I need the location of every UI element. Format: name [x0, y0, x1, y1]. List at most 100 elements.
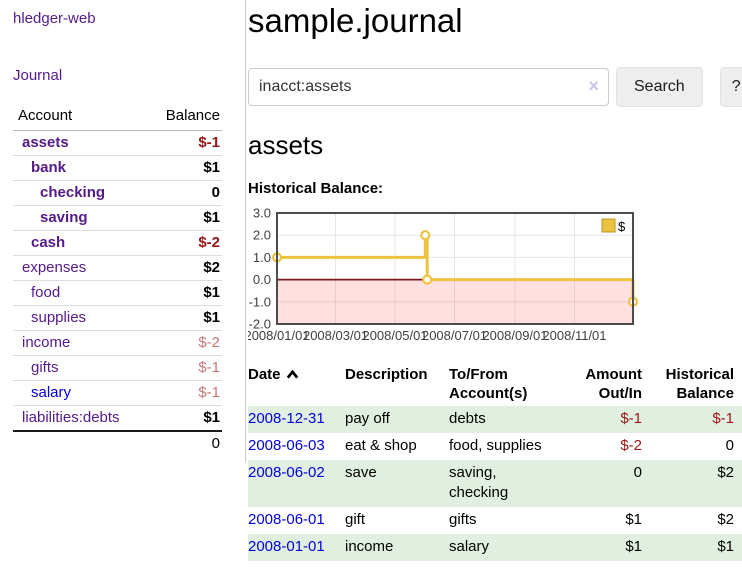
svg-text:2008/05/01: 2008/05/01	[362, 328, 427, 343]
sort-ascending-icon	[286, 369, 298, 379]
account-link[interactable]: supplies	[31, 309, 87, 326]
register-date-link[interactable]: 2008-12-31	[248, 410, 325, 427]
account-row: checking 0	[13, 180, 222, 206]
account-link[interactable]: bank	[31, 159, 67, 176]
account-link[interactable]: salary	[31, 384, 72, 401]
main-content: sample.journal × Search ? assets Histori…	[244, 0, 742, 561]
account-balance: $-1	[198, 359, 220, 376]
sidebar: hledger-web Journal Account Balance asse…	[0, 0, 246, 462]
svg-text:2008/01/01: 2008/01/01	[248, 328, 310, 343]
account-row: food $1	[13, 280, 222, 306]
account-link[interactable]: gifts	[31, 359, 59, 376]
account-balance: $1	[203, 309, 220, 326]
account-row: income $-2	[13, 330, 222, 356]
account-balance: $1	[203, 209, 220, 226]
chart-legend: $	[601, 218, 626, 234]
svg-text:2008/07/01: 2008/07/01	[422, 328, 487, 343]
search-row: × Search ?	[248, 67, 742, 107]
register-header-amount: Amount Out/In	[585, 366, 642, 402]
sidebar-item-journal[interactable]: Journal	[13, 67, 63, 84]
account-balance: $-1	[198, 384, 220, 401]
account-link[interactable]: cash	[31, 234, 66, 251]
register-date-link[interactable]: 2008-06-03	[248, 437, 325, 454]
account-row: cash $-2	[13, 230, 222, 256]
register-amount: $1	[625, 538, 642, 555]
account-balance: $1	[203, 284, 220, 301]
register-tofrom: salary	[449, 538, 490, 555]
historical-balance-chart: 3.0 2.0 1.0 0.0 -1.0 -2.0 2008/01/01 2008/03/01…	[244, 204, 742, 350]
account-row: liabilities:debts $1	[13, 405, 222, 432]
svg-text:2.0: 2.0	[253, 228, 271, 243]
account-balance: $1	[203, 409, 220, 426]
account-link[interactable]: assets	[22, 134, 69, 151]
accounts-total-row: 0	[13, 431, 222, 456]
register-description: income	[345, 538, 394, 555]
register-amount: $-2	[620, 437, 642, 454]
register-row: 2008-01-01 income salary $1 $1	[248, 534, 742, 561]
svg-text:2008/09/01: 2008/09/01	[482, 328, 547, 343]
register-header-date[interactable]: Date	[248, 363, 345, 406]
account-row: bank $1	[13, 155, 222, 181]
account-row: gifts $-1	[13, 355, 222, 381]
balance-chart-canvas: 3.0 2.0 1.0 0.0 -1.0 -2.02008/01/012008/03/01…	[244, 206, 639, 343]
accounts-header-balance: Balance	[146, 104, 222, 131]
account-link[interactable]: food	[31, 284, 61, 301]
register-balance: $2	[717, 511, 734, 528]
register-header-balance: Historical Balance	[665, 366, 734, 402]
register-tofrom: saving, checking	[449, 464, 509, 501]
register-amount: 0	[633, 464, 642, 481]
accounts-table-body: assets $-1 bank $1 checking 0 saving $1 cash $-2 e…	[13, 131, 222, 457]
register-date-link[interactable]: 2008-01-01	[248, 538, 325, 555]
register-date-link[interactable]: 2008-06-01	[248, 511, 325, 528]
register-description: eat & shop	[345, 437, 417, 454]
search-input[interactable]	[248, 68, 609, 106]
register-description: gift	[345, 511, 366, 528]
account-heading: assets	[248, 130, 324, 160]
account-row: supplies $1	[13, 305, 222, 331]
svg-text:$: $	[618, 219, 626, 234]
chart-title: Historical Balance:	[248, 180, 384, 197]
account-link[interactable]: saving	[40, 209, 88, 226]
account-balance: 0	[211, 184, 220, 201]
register-tofrom: gifts	[449, 511, 477, 528]
app-title-link[interactable]: hledger-web	[13, 10, 96, 27]
svg-text:2008/03/01: 2008/03/01	[303, 328, 368, 343]
account-row: assets $-1	[13, 131, 222, 156]
svg-text:3.0: 3.0	[253, 206, 271, 221]
account-link[interactable]: liabilities:debts	[22, 409, 120, 426]
account-link[interactable]: income	[22, 334, 71, 351]
register-row: 2008-06-02 save saving, checking 0 $2	[248, 460, 742, 507]
accounts-header-account: Account	[13, 104, 147, 131]
accounts-table: Account Balance assets $-1 bank $1 checking 0…	[13, 104, 222, 456]
page-title: sample.journal	[248, 2, 463, 39]
register-balance: 0	[725, 437, 734, 454]
accounts-total-balance: 0	[211, 435, 220, 452]
register-description: save	[345, 464, 377, 481]
register-row: 2008-06-03 eat & shop food, supplies $-2 0	[248, 433, 742, 460]
svg-text:1.0: 1.0	[253, 250, 271, 265]
register-header-tofrom: To/From Account(s)	[449, 366, 528, 402]
register-row: 2008-12-31 pay off debts $-1 $-1	[248, 406, 742, 433]
clear-search-icon[interactable]: ×	[588, 76, 599, 96]
help-button[interactable]: ?	[719, 67, 742, 107]
svg-text:-1.0: -1.0	[249, 294, 271, 309]
account-balance: $-2	[198, 334, 220, 351]
account-row: saving $1	[13, 205, 222, 231]
register-tofrom: debts	[449, 410, 486, 427]
svg-text:2008/11/01: 2008/11/01	[542, 328, 606, 343]
account-link[interactable]: checking	[40, 184, 106, 201]
register-balance: $2	[717, 464, 734, 481]
register-header-row: Date Description To/From Account(s) Amou…	[248, 363, 742, 406]
register-row: 2008-06-01 gift gifts $1 $2	[248, 507, 742, 534]
search-button[interactable]: Search	[616, 67, 703, 107]
svg-text:0.0: 0.0	[253, 272, 271, 287]
register-date-link[interactable]: 2008-06-02	[248, 464, 325, 481]
account-balance: $-2	[198, 234, 220, 251]
account-row: expenses $2	[13, 255, 222, 281]
register-table-body: 2008-12-31 pay off debts $-1 $-1 2008-06-03 ea…	[248, 406, 742, 561]
account-link[interactable]: expenses	[22, 259, 87, 276]
svg-text:-2.0: -2.0	[249, 317, 271, 332]
account-balance: $1	[203, 159, 220, 176]
register-amount: $1	[625, 511, 642, 528]
